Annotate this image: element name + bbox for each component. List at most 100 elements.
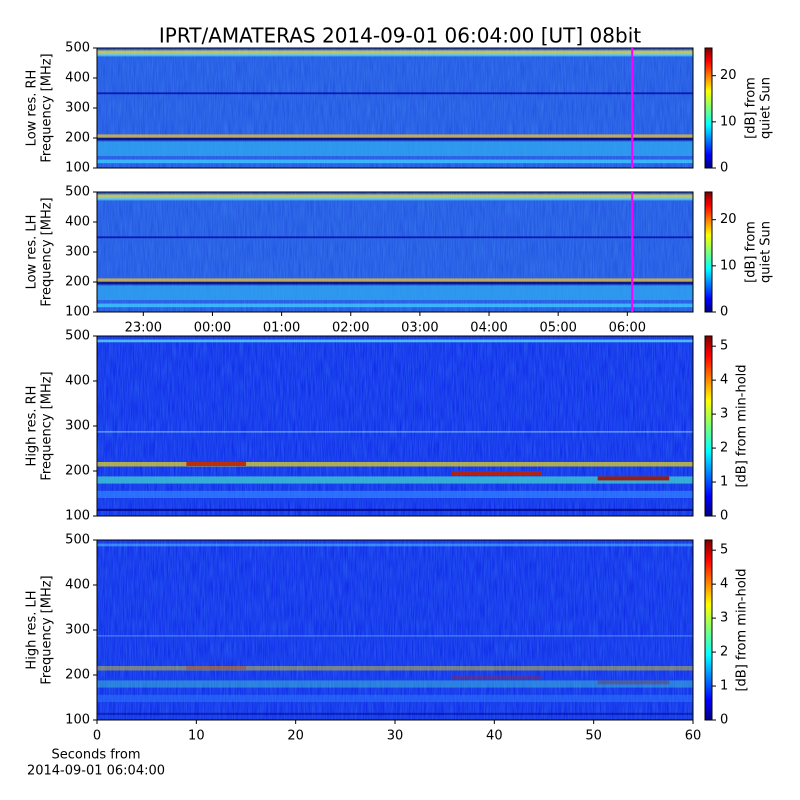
y-tick-label: 500 xyxy=(65,533,90,548)
y-tick-label: 200 xyxy=(65,464,90,479)
colorbar-tick-label: 5 xyxy=(720,339,728,354)
x-tick-label: 01:00 xyxy=(263,321,300,336)
x-tick-label: 00:00 xyxy=(194,321,231,336)
y-tick-label: 400 xyxy=(65,215,90,230)
colorbar-tick-label: 2 xyxy=(720,645,728,660)
y-tick-label: 500 xyxy=(65,185,90,200)
spectrogram-burst xyxy=(597,680,670,685)
x-tick-label: 03:00 xyxy=(401,321,438,336)
y-tick-label: 200 xyxy=(65,275,90,290)
colorbar-tick-label: 20 xyxy=(720,212,737,227)
spectrogram-band xyxy=(97,285,693,300)
y-tick-label: 400 xyxy=(65,578,90,593)
colorbar-tick-label: 0 xyxy=(720,509,728,524)
x-axis-label: 2014-09-01 06:04:00 xyxy=(27,764,165,779)
y-tick-label: 500 xyxy=(65,329,90,344)
y-tick-label: 300 xyxy=(65,419,90,434)
colorbar-tick-label: 4 xyxy=(720,373,728,388)
colorbar-tick-label: 0 xyxy=(720,305,728,320)
y-tick-label: 300 xyxy=(65,245,90,260)
x-tick-label: 23:00 xyxy=(125,321,162,336)
colorbar-tick-label: 0 xyxy=(720,161,728,176)
spectrogram-burst xyxy=(451,675,542,679)
y-axis-label: High res. RH xyxy=(25,386,40,467)
x-tick-label: 05:00 xyxy=(539,321,576,336)
spectrogram-band xyxy=(97,543,693,547)
colorbar-tick-label: 10 xyxy=(720,258,737,273)
x-tick-label: 04:00 xyxy=(470,321,507,336)
spectrogram-burst xyxy=(451,471,542,475)
colorbar-tick-label: 2 xyxy=(720,441,728,456)
spectrogram-band xyxy=(97,712,693,715)
spectrogram-band xyxy=(97,490,693,498)
spectrogram-band xyxy=(97,462,693,467)
y-tick-label: 500 xyxy=(65,41,90,56)
y-axis-label: High res. LH xyxy=(25,590,40,669)
y-axis-label: Frequency [MHz] xyxy=(40,371,55,480)
x-tick-label: 50 xyxy=(585,729,602,744)
spectrogram-band xyxy=(97,92,693,95)
y-axis-label: Low res. RH xyxy=(25,70,40,147)
y-tick-label: 200 xyxy=(65,131,90,146)
y-tick-label: 100 xyxy=(65,305,90,320)
x-tick-label: 60 xyxy=(685,729,702,744)
spectrogram-noise xyxy=(97,540,693,720)
spectrogram-band xyxy=(97,50,693,56)
y-tick-label: 100 xyxy=(65,713,90,728)
y-tick-label: 100 xyxy=(65,161,90,176)
x-tick-label: 20 xyxy=(287,729,304,744)
spectrogram-band xyxy=(97,476,693,484)
figure-title: IPRT/AMATERAS 2014-09-01 06:04:00 [UT] 0… xyxy=(159,24,641,48)
y-tick-label: 300 xyxy=(65,623,90,638)
spectrogram-burst xyxy=(186,666,246,670)
x-tick-label: 02:00 xyxy=(332,321,369,336)
spectrogram-band xyxy=(97,141,693,156)
spectrogram-band xyxy=(97,134,693,138)
colorbar-tick-label: 1 xyxy=(720,475,728,490)
x-tick-label: 30 xyxy=(387,729,404,744)
colorbar-label: [dB] from xyxy=(744,77,759,139)
spectrogram-band xyxy=(97,680,693,688)
spectrogram-band xyxy=(97,694,693,702)
spectrogram-band xyxy=(97,278,693,282)
spectrogram-band xyxy=(97,431,693,433)
spectrogram-band xyxy=(97,236,693,239)
colorbar-tick-label: 5 xyxy=(720,543,728,558)
colorbar-tick-label: 1 xyxy=(720,679,728,694)
spectrogram-band xyxy=(97,138,693,141)
colorbar-tick-label: 10 xyxy=(720,114,737,129)
spectrogram-band xyxy=(97,635,693,637)
spectrogram-band xyxy=(97,194,693,200)
colorbar-label: quiet Sun xyxy=(759,221,774,283)
spectrogram-band xyxy=(97,508,693,511)
colorbar-tick-label: 4 xyxy=(720,577,728,592)
spectrogram-band xyxy=(97,303,693,308)
x-tick-label: 0 xyxy=(93,729,101,744)
colorbar-label: [dB] from xyxy=(744,221,759,283)
spectrogram-band xyxy=(97,159,693,164)
y-tick-label: 100 xyxy=(65,509,90,524)
y-tick-label: 400 xyxy=(65,71,90,86)
y-axis-label: Frequency [MHz] xyxy=(40,575,55,684)
spectrogram-burst xyxy=(186,462,246,466)
y-axis-label: Frequency [MHz] xyxy=(40,197,55,306)
colorbar-label: [dB] from min-hold xyxy=(735,568,750,691)
colorbar-tick-label: 0 xyxy=(720,713,728,728)
colorbar xyxy=(704,335,713,517)
colorbar xyxy=(704,191,713,313)
spectrogram-noise xyxy=(97,336,693,516)
y-axis-label: Frequency [MHz] xyxy=(40,53,55,162)
spectrogram-band xyxy=(97,54,693,57)
spectrogram-band xyxy=(97,198,693,201)
colorbar-label: quiet Sun xyxy=(759,77,774,139)
x-tick-label: 06:00 xyxy=(609,321,646,336)
colorbar-tick-label: 3 xyxy=(720,407,728,422)
x-tick-label: 40 xyxy=(486,729,503,744)
x-tick-label: 10 xyxy=(188,729,205,744)
spectrogram-band xyxy=(97,339,693,343)
x-axis-label: Seconds from xyxy=(51,748,140,763)
colorbar xyxy=(704,539,713,721)
y-tick-label: 300 xyxy=(65,101,90,116)
y-axis-label: Low res. LH xyxy=(25,215,40,290)
